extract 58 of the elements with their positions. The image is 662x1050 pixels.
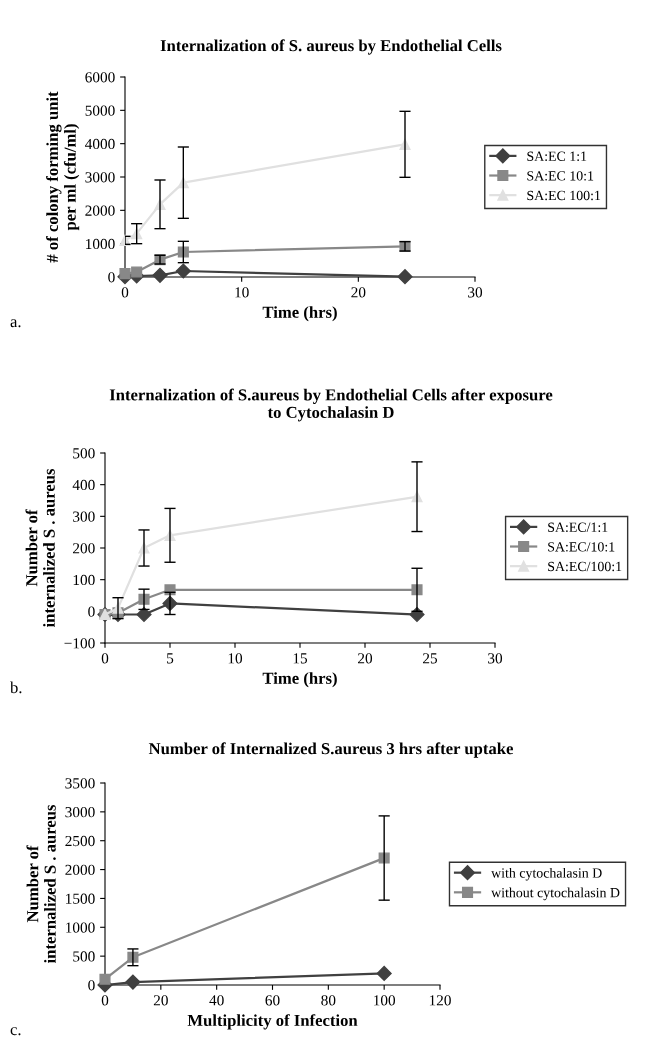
x-tick-label: 80 [321, 995, 336, 1006]
x-tick-label: 25 [423, 653, 438, 664]
y-tick-label: 3000 [65, 807, 95, 818]
x-tick-label: 10 [235, 287, 249, 298]
y-axis-title: Number of internalized S . aureus [25, 468, 55, 628]
y-tick-label: 4000 [85, 138, 115, 150]
y-tick-label: 0 [108, 272, 115, 283]
x-axis-title: Multiplicity of Infection [187, 1014, 358, 1030]
legend-label: without cytochalasin D [491, 887, 620, 901]
y-tick-label: 300 [73, 511, 95, 522]
x-axis-title: Time (hrs) [262, 672, 337, 688]
y-tick-label: −100 [64, 638, 95, 649]
y-axis-title: # of colony forming unit per ml (cfu/ml) [46, 91, 80, 263]
legend-label: SA:EC 100:1 [527, 190, 601, 201]
legend-label: SA:EC/1:1 [548, 522, 608, 532]
chart-title: Number of Internalized S.aureus 3 hrs after uptake [148, 742, 513, 758]
x-tick-label: 20 [153, 995, 168, 1006]
x-tick-label: 30 [488, 653, 503, 664]
x-tick-label: 20 [358, 653, 373, 664]
x-axis-title: Time (hrs) [262, 306, 337, 322]
x-tick-label: 20 [351, 287, 366, 298]
legend-label: SA:EC/100:1 [548, 561, 622, 572]
y-tick-label: 200 [73, 543, 95, 554]
x-tick-label: 5 [167, 653, 174, 664]
y-tick-label: 1500 [66, 893, 95, 904]
legend-label: SA:EC/10:1 [548, 542, 615, 552]
text: c. [10, 1027, 21, 1036]
x-tick-label: 0 [121, 287, 129, 298]
y-tick-label: 3000 [85, 172, 115, 183]
y-tick-label: 500 [73, 951, 95, 962]
x-tick-label: 30 [468, 287, 483, 298]
x-tick-label: 10 [228, 653, 243, 664]
y-tick-label: 0 [88, 980, 95, 991]
y-tick-label: 2500 [65, 835, 95, 847]
x-tick-label: 15 [293, 653, 308, 664]
text: b. [10, 681, 22, 694]
y-tick-label: 6000 [85, 72, 115, 83]
x-tick-label: 40 [209, 995, 224, 1006]
legend-label: SA:EC 10:1 [527, 171, 594, 181]
x-tick-label: 100 [374, 995, 396, 1006]
legend-label: with cytochalasin D [491, 867, 602, 881]
y-tick-label: 2000 [85, 205, 115, 216]
y-tick-label: 0 [88, 606, 95, 617]
y-tick-label: 5000 [85, 105, 115, 116]
chart-title: Internalization of S.aureus by Endothelial Cells after exposure to Cytochalasin D [109, 388, 553, 422]
x-tick-label: 120 [429, 995, 451, 1006]
y-tick-label: 2000 [65, 864, 95, 876]
y-tick-label: 100 [73, 574, 95, 586]
y-tick-label: 3500 [65, 778, 95, 789]
x-tick-label: 60 [265, 995, 280, 1006]
chart-title: Internalization of S. aureus by Endothelial Cells [160, 39, 502, 55]
y-tick-label: 1000 [86, 238, 115, 250]
y-tick-label: 500 [73, 448, 95, 459]
y-tick-label: 1000 [66, 922, 95, 933]
y-tick-label: 400 [72, 479, 95, 491]
legend-label: SA:EC 1:1 [527, 151, 587, 161]
text: a. [10, 319, 21, 328]
y-axis-title: Number of internalized S . aureus [26, 804, 56, 964]
